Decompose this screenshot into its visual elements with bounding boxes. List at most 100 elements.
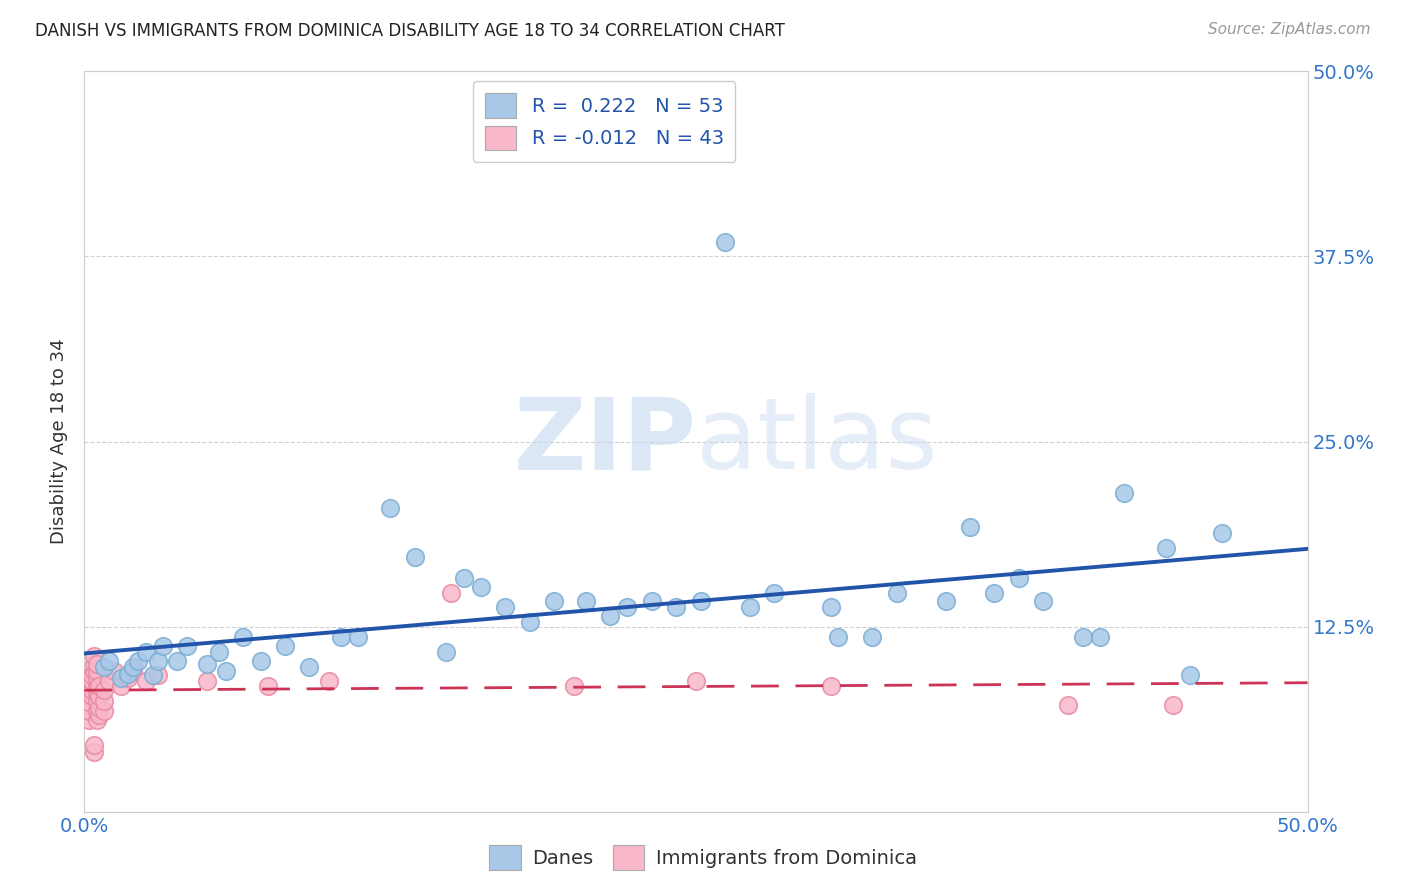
- Point: [1008, 571, 1031, 585]
- Point: [93, 694, 115, 708]
- Point: [77, 713, 100, 727]
- Point: [83, 746, 105, 760]
- Point: [1178, 668, 1201, 682]
- Point: [738, 600, 761, 615]
- Point: [93, 683, 115, 698]
- Point: [1071, 630, 1094, 644]
- Point: [689, 594, 711, 608]
- Point: [232, 630, 254, 644]
- Point: [86, 694, 108, 708]
- Point: [641, 594, 664, 608]
- Point: [959, 520, 981, 534]
- Point: [208, 645, 231, 659]
- Point: [257, 679, 280, 693]
- Point: [122, 659, 145, 673]
- Point: [87, 690, 110, 704]
- Text: ZIP: ZIP: [513, 393, 696, 490]
- Text: atlas: atlas: [696, 393, 938, 490]
- Point: [330, 630, 353, 644]
- Point: [820, 600, 842, 615]
- Point: [93, 704, 115, 718]
- Point: [86, 713, 108, 727]
- Point: [575, 594, 598, 608]
- Point: [436, 645, 458, 659]
- Point: [83, 664, 105, 678]
- Legend: R =  0.222   N = 53, R = -0.012   N = 43: R = 0.222 N = 53, R = -0.012 N = 43: [474, 81, 735, 162]
- Point: [599, 609, 621, 624]
- Point: [80, 683, 103, 698]
- Point: [1154, 541, 1177, 556]
- Point: [83, 657, 105, 671]
- Point: [763, 585, 786, 599]
- Point: [1032, 594, 1054, 608]
- Point: [195, 674, 218, 689]
- Point: [616, 600, 638, 615]
- Point: [519, 615, 541, 630]
- Point: [827, 630, 849, 644]
- Point: [146, 668, 169, 682]
- Point: [97, 654, 120, 668]
- Point: [86, 686, 108, 700]
- Point: [93, 659, 115, 673]
- Point: [685, 674, 707, 689]
- Point: [195, 657, 218, 671]
- Point: [1161, 698, 1184, 712]
- Point: [470, 580, 492, 594]
- Point: [347, 630, 370, 644]
- Point: [77, 704, 100, 718]
- Text: Source: ZipAtlas.com: Source: ZipAtlas.com: [1208, 22, 1371, 37]
- Point: [1088, 630, 1111, 644]
- Point: [127, 654, 149, 668]
- Point: [453, 571, 475, 585]
- Point: [110, 672, 132, 686]
- Point: [117, 672, 139, 686]
- Point: [665, 600, 688, 615]
- Point: [135, 674, 157, 689]
- Point: [166, 654, 188, 668]
- Point: [117, 667, 139, 681]
- Point: [142, 668, 165, 682]
- Point: [1056, 698, 1078, 712]
- Point: [87, 701, 110, 715]
- Point: [83, 649, 105, 664]
- Point: [562, 679, 585, 693]
- Point: [86, 672, 108, 686]
- Point: [380, 501, 402, 516]
- Point: [77, 695, 100, 709]
- Point: [820, 679, 842, 693]
- Point: [86, 657, 108, 671]
- Point: [886, 585, 908, 599]
- Point: [249, 654, 271, 668]
- Point: [1211, 526, 1233, 541]
- Point: [110, 679, 132, 693]
- Point: [87, 708, 110, 723]
- Point: [404, 549, 426, 564]
- Point: [103, 664, 125, 678]
- Point: [80, 674, 103, 689]
- Point: [543, 594, 565, 608]
- Point: [80, 690, 103, 704]
- Point: [80, 668, 103, 682]
- Point: [83, 738, 105, 752]
- Point: [122, 664, 145, 678]
- Y-axis label: Disability Age 18 to 34: Disability Age 18 to 34: [51, 339, 69, 544]
- Legend: Danes, Immigrants from Dominica: Danes, Immigrants from Dominica: [482, 838, 924, 878]
- Point: [860, 630, 883, 644]
- Point: [86, 704, 108, 718]
- Point: [440, 585, 463, 599]
- Point: [135, 645, 157, 659]
- Point: [1114, 486, 1136, 500]
- Point: [97, 674, 120, 689]
- Point: [274, 639, 297, 653]
- Point: [86, 664, 108, 678]
- Point: [934, 594, 956, 608]
- Text: DANISH VS IMMIGRANTS FROM DOMINICA DISABILITY AGE 18 TO 34 CORRELATION CHART: DANISH VS IMMIGRANTS FROM DOMINICA DISAB…: [35, 22, 785, 40]
- Point: [87, 679, 110, 693]
- Point: [176, 639, 198, 653]
- Point: [318, 674, 340, 689]
- Point: [714, 235, 737, 249]
- Point: [152, 639, 174, 653]
- Point: [146, 654, 169, 668]
- Point: [215, 664, 238, 678]
- Point: [298, 659, 321, 673]
